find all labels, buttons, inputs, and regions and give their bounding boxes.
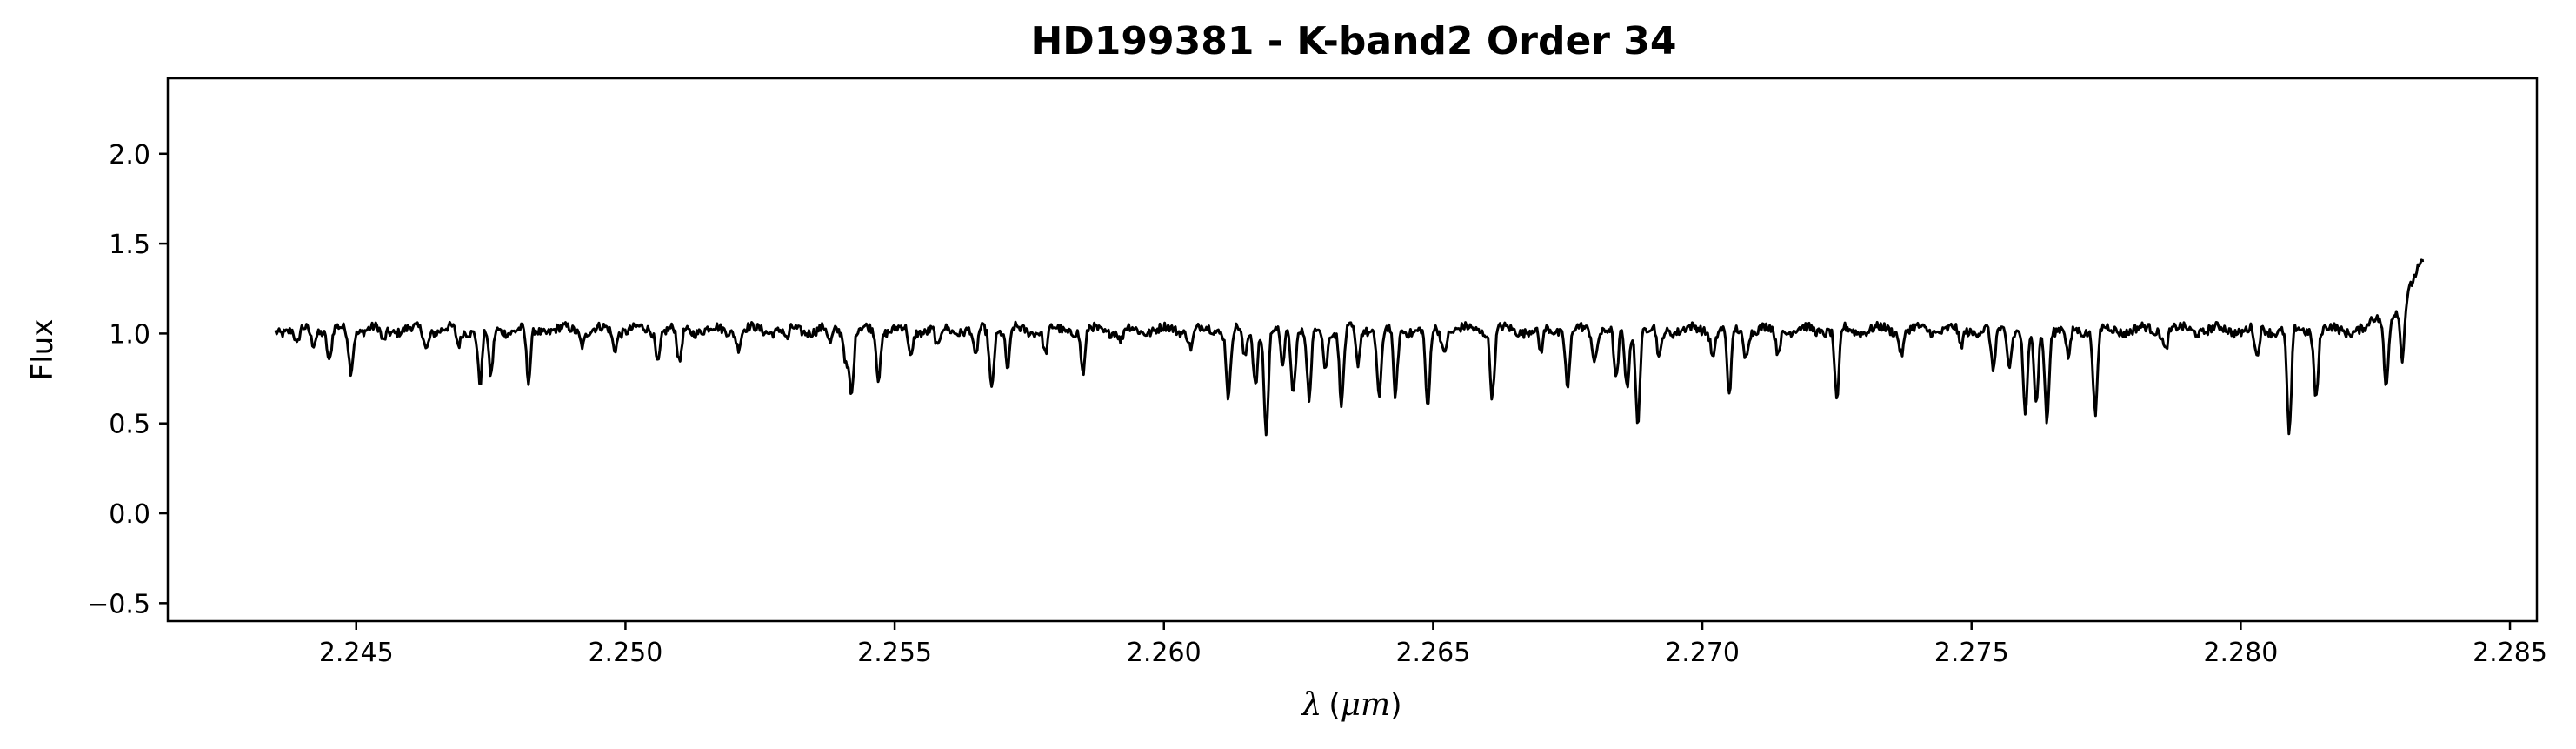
x-axis-ticks: 2.245 2.250 2.255 2.260 2.265 2.270 2.275 2.280… <box>319 621 2547 668</box>
x-tick-label: 2.275 <box>1934 638 2009 668</box>
x-axis-label-symbol: λ <box>1301 687 1322 723</box>
y-tick-label: 2.0 <box>109 140 150 171</box>
spectrum-line <box>274 258 2425 437</box>
x-tick-label: 2.280 <box>2203 638 2278 668</box>
y-tick-label: 1.5 <box>109 230 150 260</box>
x-axis-label-close: ) <box>1390 688 1401 723</box>
y-axis-label: Flux <box>25 319 60 381</box>
y-tick-label: 1.0 <box>109 319 150 350</box>
x-tick-label: 2.260 <box>1127 638 1201 668</box>
y-tick-label: 0.0 <box>109 499 150 530</box>
plot-frame <box>166 77 2539 623</box>
x-axis-label-unit: μm <box>1341 687 1391 723</box>
x-tick-label: 2.285 <box>2473 638 2547 668</box>
y-tick-label: −0.5 <box>87 589 150 619</box>
x-tick-label: 2.270 <box>1665 638 1740 668</box>
x-tick-label: 2.245 <box>319 638 394 668</box>
y-axis-ticks: −0.5 0.0 0.5 1.0 1.5 2.0 <box>87 140 168 619</box>
chart-title: HD199381 - K-band2 Order 34 <box>1030 19 1676 64</box>
x-axis-label: λ (μm) <box>1301 687 1402 723</box>
x-tick-label: 2.255 <box>857 638 932 668</box>
x-tick-label: 2.265 <box>1395 638 1470 668</box>
y-tick-label: 0.5 <box>109 410 150 440</box>
x-tick-label: 2.250 <box>588 638 662 668</box>
x-axis-label-open: ( <box>1328 688 1340 723</box>
